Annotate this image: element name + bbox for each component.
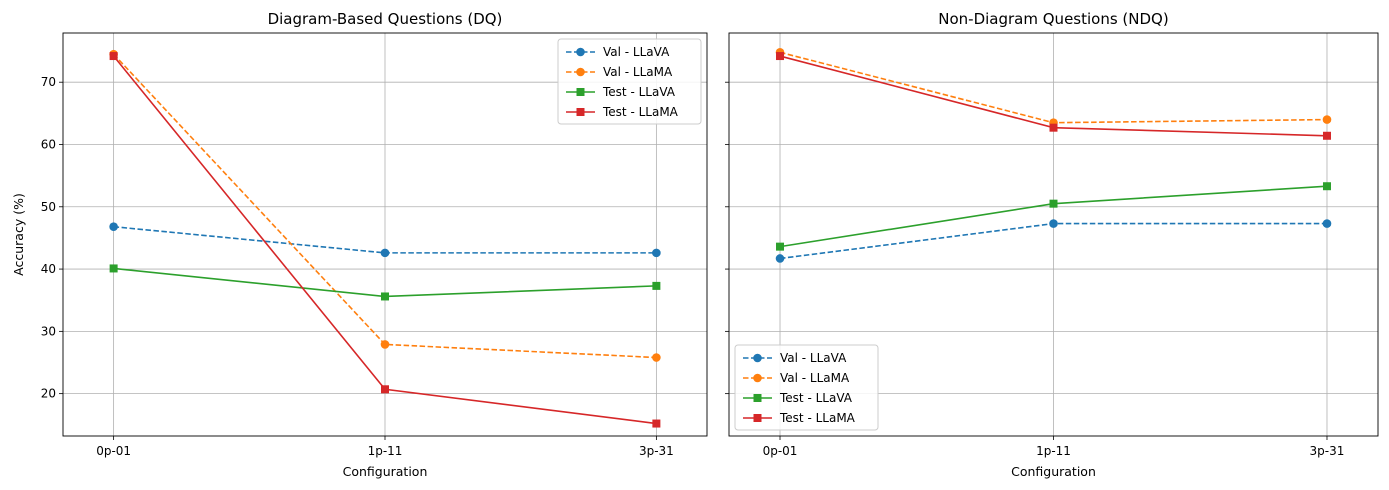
legend-label: Val - LLaVA (780, 351, 847, 365)
x-tick-label: 1p-11 (1036, 444, 1071, 458)
x-tick-label: 0p-01 (763, 444, 798, 458)
y-tick-label: 30 (41, 324, 56, 338)
series-val-llava (109, 222, 661, 258)
data-point (1322, 131, 1331, 140)
legend-label: Test - LLaVA (602, 85, 676, 99)
x-tick-label: 0p-01 (96, 444, 131, 458)
x-tick-label: 3p-31 (639, 444, 674, 458)
data-point (776, 242, 785, 251)
data-point (109, 264, 118, 273)
chart-dq-title: Diagram-Based Questions (DQ) (268, 10, 503, 28)
series-test-llava (109, 264, 661, 301)
legend: Val - LLaVA Val - LLaMA Test - LLaVA Test -… (557, 38, 702, 125)
legend-marker (753, 373, 762, 383)
data-point (1049, 199, 1058, 208)
data-point (109, 52, 118, 61)
legend-label: Val - LLaMA (780, 371, 850, 385)
data-point (652, 248, 661, 258)
legend-label: Val - LLaMA (603, 65, 673, 79)
legend-label: Val - LLaVA (603, 45, 670, 59)
x-tick-label: 3p-31 (1310, 444, 1345, 458)
data-point (381, 292, 389, 301)
legend-marker (753, 353, 762, 363)
axes-frame (728, 32, 1379, 437)
data-point (380, 340, 390, 349)
legend-marker (576, 67, 585, 77)
chart-ndq-panel: Non-Diagram Questions (NDQ) Configuratio… (725, 10, 1379, 479)
data-point (652, 353, 661, 362)
data-point (652, 281, 661, 290)
data-point (1049, 219, 1058, 228)
chart-dq-ylabel: Accuracy (%) (11, 193, 26, 276)
legend-label: Test - LLaVA (779, 391, 853, 405)
y-tick-label: 20 (41, 387, 56, 401)
y-tick-label: 60 (41, 137, 56, 151)
y-tick-label: 40 (41, 262, 56, 276)
data-point (1322, 219, 1332, 228)
y-tick-label: 50 (41, 200, 56, 214)
legend-label: Test - LLaMA (779, 411, 856, 425)
data-point (109, 222, 118, 232)
legend-box (734, 344, 879, 431)
legend-label: Test - LLaMA (602, 105, 679, 119)
axes-frame (62, 32, 708, 437)
series-test-llama (776, 52, 1331, 140)
data-point (380, 248, 390, 258)
chart-ndq-xlabel: Configuration (1011, 464, 1096, 479)
legend-marker (576, 88, 585, 96)
series-test-llama (109, 52, 661, 428)
data-point (776, 52, 785, 61)
legend: Val - LLaVA Val - LLaMA Test - LLaVA Test -… (734, 344, 879, 431)
data-point (1322, 182, 1331, 191)
chart-dq-panel: Diagram-Based Questions (DQ) Configurati… (11, 10, 708, 479)
data-point (775, 254, 785, 263)
x-tick-label: 1p-11 (368, 444, 403, 458)
data-point (381, 385, 389, 394)
series-test-llava (776, 182, 1331, 251)
chart-dq-xlabel: Configuration (343, 464, 428, 479)
series-val-llava (775, 219, 1332, 263)
chart-ndq-title: Non-Diagram Questions (NDQ) (938, 10, 1168, 28)
legend-marker (753, 394, 762, 402)
data-point (652, 419, 661, 428)
legend-box (557, 38, 702, 125)
legend-marker (753, 414, 762, 422)
data-point (1049, 123, 1058, 132)
legend-marker (576, 108, 585, 116)
y-tick-label: 70 (41, 75, 56, 89)
legend-marker (576, 47, 585, 57)
data-point (1322, 115, 1332, 124)
